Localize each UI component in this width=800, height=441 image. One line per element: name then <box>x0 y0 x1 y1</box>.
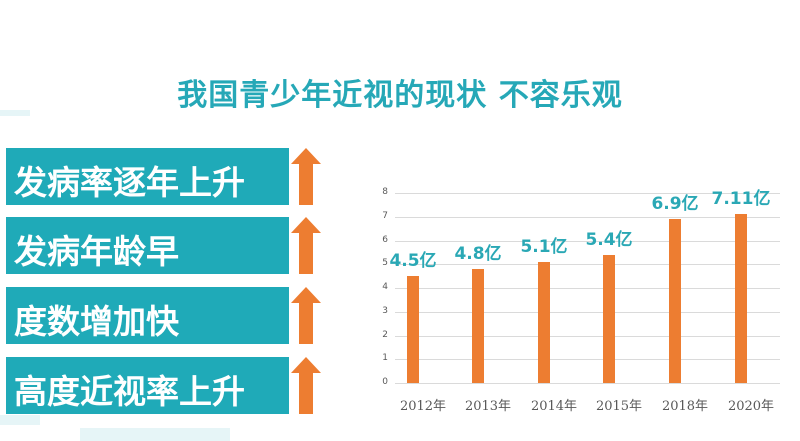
x-axis-label: 2018年 <box>661 399 709 414</box>
status-item: 发病年龄早 <box>6 217 289 274</box>
data-label: 4.8亿 <box>454 244 502 264</box>
background-decoration <box>80 428 230 441</box>
gridline <box>395 311 780 313</box>
up-arrow-icon <box>291 357 321 414</box>
gridline <box>395 288 780 289</box>
x-axis-label: 2020年 <box>727 399 775 414</box>
y-axis-tick: 0 <box>382 377 388 387</box>
background-decoration <box>0 415 40 425</box>
data-label: 5.1亿 <box>520 236 568 257</box>
bar <box>407 276 419 383</box>
x-axis-label: 2014年 <box>530 399 578 414</box>
status-item-label: 发病年龄早 <box>14 232 179 271</box>
y-axis-tick: 3 <box>382 305 388 316</box>
data-label: 4.5亿 <box>389 251 437 272</box>
status-item: 发病率逐年上升 <box>6 148 289 205</box>
data-label: 5.4亿 <box>585 229 633 250</box>
x-axis-label: 2012年 <box>399 399 447 414</box>
background-decoration <box>0 110 30 116</box>
page-title: 我国青少年近视的现状 不容乐观 <box>177 78 623 113</box>
status-item: 度数增加快 <box>6 287 289 344</box>
gridline <box>395 383 780 384</box>
status-item: 高度近视率上升 <box>6 357 289 414</box>
gridline <box>395 359 780 361</box>
gridline <box>395 264 780 266</box>
y-axis-tick: 8 <box>382 187 388 197</box>
up-arrow-icon <box>291 287 321 344</box>
y-axis-tick: 4 <box>382 282 388 292</box>
gridline <box>395 240 780 242</box>
bar <box>669 219 681 383</box>
status-item-label: 发病率逐年上升 <box>14 163 245 202</box>
gridline <box>395 216 780 218</box>
y-axis-tick: 2 <box>382 329 388 340</box>
x-axis-label: 2015年 <box>595 399 643 414</box>
x-axis-label: 2013年 <box>464 399 512 414</box>
y-axis-tick: 6 <box>382 234 388 245</box>
status-item-label: 高度近视率上升 <box>14 372 245 411</box>
gridline <box>395 335 780 337</box>
data-label: 6.9亿 <box>651 194 699 215</box>
up-arrow-icon <box>291 217 321 274</box>
y-axis-tick: 7 <box>382 210 388 221</box>
bar <box>735 214 747 383</box>
bar <box>603 254 615 383</box>
y-axis-tick: 1 <box>382 353 388 364</box>
gridline <box>395 193 780 194</box>
bar-chart: 0 1 2 3 4 5 6 7 8 4.5亿 2012年 4.8亿 2013年 5.1亿 2014年 5.4亿… <box>360 180 800 420</box>
data-label: 7.11亿 <box>711 189 771 210</box>
up-arrow-icon <box>291 148 321 205</box>
y-axis-tick: 5 <box>382 258 388 269</box>
status-item-label: 度数增加快 <box>14 302 179 341</box>
bar <box>538 261 550 383</box>
bar <box>472 269 484 383</box>
